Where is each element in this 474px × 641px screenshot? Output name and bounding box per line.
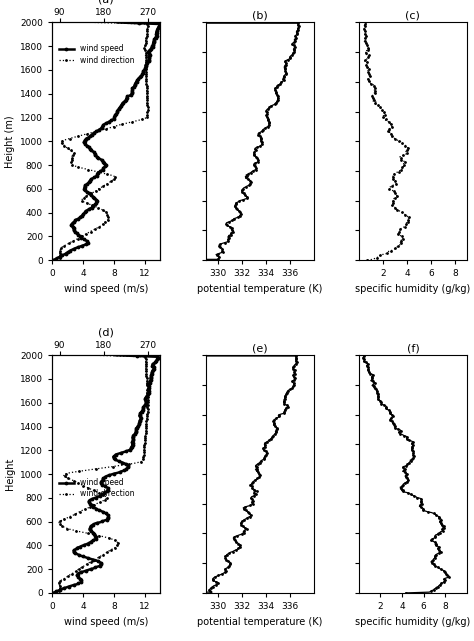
Y-axis label: Height (m): Height (m): [5, 115, 15, 167]
X-axis label: specific humidity (g/kg): specific humidity (g/kg): [355, 284, 471, 294]
Legend: wind speed, wind direction: wind speed, wind direction: [57, 477, 136, 500]
Title: (f): (f): [407, 343, 419, 353]
Title: (a): (a): [98, 0, 114, 5]
X-axis label: wind speed (m/s): wind speed (m/s): [64, 617, 148, 626]
X-axis label: specific humidity (g/kg): specific humidity (g/kg): [355, 617, 471, 626]
Legend: wind speed, wind direction: wind speed, wind direction: [57, 43, 136, 66]
Title: (b): (b): [252, 10, 267, 21]
X-axis label: potential temperature (K): potential temperature (K): [197, 284, 322, 294]
Title: (c): (c): [405, 10, 420, 21]
X-axis label: wind speed (m/s): wind speed (m/s): [64, 284, 148, 294]
Y-axis label: Height: Height: [5, 458, 15, 490]
Title: (e): (e): [252, 343, 267, 353]
Title: (d): (d): [98, 328, 114, 338]
X-axis label: potential temperature (K): potential temperature (K): [197, 617, 322, 626]
